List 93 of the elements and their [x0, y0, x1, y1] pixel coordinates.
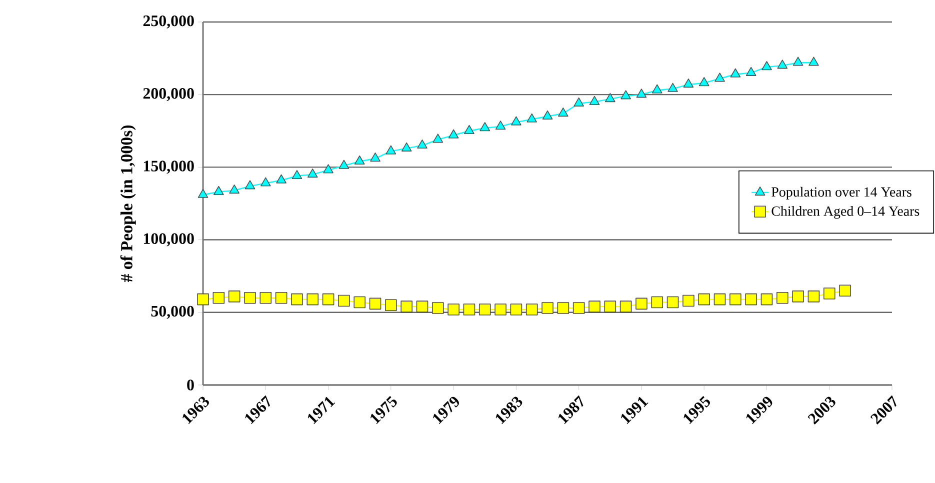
point: [604, 93, 616, 102]
point: [275, 292, 288, 304]
point: [228, 290, 240, 302]
y-tick-label: 50,000: [151, 306, 194, 319]
point: [526, 113, 538, 122]
point: [636, 298, 648, 310]
point: [417, 140, 428, 149]
point: [714, 72, 725, 82]
x-tick-label: 1991: [621, 396, 648, 424]
y-tick-label: 250,000: [143, 15, 194, 29]
point: [714, 293, 726, 306]
point: [542, 110, 553, 120]
point: [322, 293, 334, 306]
point: [557, 302, 570, 314]
point: [276, 174, 286, 184]
point: [760, 293, 773, 306]
point: [386, 145, 396, 154]
point: [698, 293, 710, 306]
point: [448, 304, 460, 316]
point: [370, 152, 380, 162]
legend-label: Children Aged 0–14 Years: [772, 206, 920, 219]
point: [401, 142, 412, 152]
point: [400, 300, 412, 312]
point: [212, 292, 225, 304]
point: [698, 77, 710, 86]
point: [777, 60, 788, 69]
y-tick-label: 100,000: [144, 233, 194, 246]
point: [323, 164, 334, 174]
point: [197, 293, 209, 306]
y-tick-label: 150,000: [144, 160, 194, 174]
point: [260, 177, 271, 186]
point: [198, 188, 208, 198]
point: [542, 302, 554, 314]
point: [338, 160, 350, 169]
point: [666, 296, 679, 308]
point: [651, 296, 664, 308]
point: [683, 78, 694, 88]
point: [416, 300, 428, 312]
point: [354, 155, 365, 165]
point: [526, 304, 538, 316]
point: [495, 120, 506, 130]
point: [588, 300, 600, 312]
point: [652, 84, 662, 94]
point: [432, 134, 444, 143]
point: [762, 61, 772, 70]
point: [636, 88, 647, 98]
point: [494, 304, 506, 316]
point: [369, 298, 382, 310]
point: [620, 90, 631, 100]
point: [478, 304, 491, 316]
point: [730, 293, 742, 306]
point: [464, 124, 474, 134]
point: [432, 302, 444, 314]
point: [792, 56, 804, 66]
point: [792, 290, 804, 302]
point: [730, 68, 741, 78]
point: [244, 292, 256, 304]
point: [244, 180, 256, 190]
point: [574, 97, 584, 106]
point: [839, 284, 851, 297]
point: [229, 184, 240, 194]
point: [808, 56, 819, 66]
point: [463, 304, 476, 316]
point: [214, 186, 224, 196]
point: [307, 168, 318, 178]
point: [572, 302, 585, 314]
point: [668, 82, 678, 92]
point: [511, 116, 522, 126]
y-tick-label: 0: [187, 380, 194, 390]
point: [448, 129, 459, 138]
legend-label: Population over 14 Years: [772, 186, 912, 200]
point: [480, 122, 490, 132]
point: [604, 300, 616, 312]
point: [291, 293, 303, 306]
point: [620, 300, 632, 312]
point: [338, 294, 350, 307]
point: [385, 299, 397, 312]
point: [260, 292, 272, 304]
point: [306, 293, 319, 306]
y-tick-label: 200,000: [143, 88, 194, 102]
point: [823, 288, 836, 300]
point: [776, 292, 788, 304]
y-axis-title: # of People (in 1,000s): [120, 125, 136, 282]
point: [354, 296, 366, 308]
point: [745, 293, 757, 306]
point: [682, 294, 694, 307]
point: [746, 66, 756, 76]
point: [808, 290, 820, 302]
point: [589, 96, 600, 105]
point: [510, 304, 522, 316]
point: [558, 108, 568, 117]
x-tick-label: 1971: [308, 396, 336, 424]
point: [292, 170, 302, 180]
